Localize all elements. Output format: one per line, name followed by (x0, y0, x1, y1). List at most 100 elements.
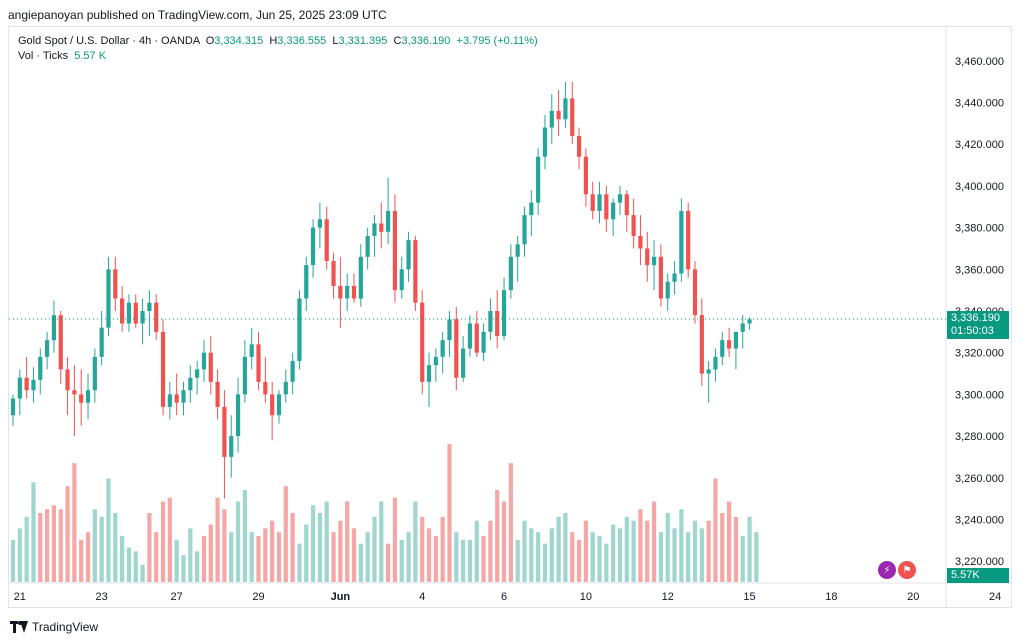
candle-body (467, 323, 473, 349)
candle-body (147, 302, 152, 311)
volume-bar (447, 444, 452, 582)
candle-body (304, 265, 309, 299)
candle-body (270, 394, 275, 416)
volume-bar (617, 528, 623, 582)
candle-body (51, 315, 57, 341)
volume-bar (522, 520, 527, 582)
volume-bar (297, 543, 302, 582)
volume-bar (106, 478, 111, 582)
publisher-line: angiepanoyan published on TradingView.co… (8, 8, 387, 22)
candle-body (181, 390, 186, 403)
volume-bar (733, 516, 739, 582)
symbol-title[interactable]: Gold Spot / U.S. Dollar · 4h · OANDA (18, 35, 200, 47)
candle-body (331, 260, 336, 286)
volume-bar (379, 501, 384, 582)
candle-body (195, 369, 200, 378)
us-flag-icon[interactable]: ⚑ (898, 561, 916, 579)
volume-bar (160, 501, 166, 582)
volume-value: 5.57 K (74, 50, 107, 62)
y-tick-label: 3,260.000 (955, 473, 1004, 485)
candle-body (188, 377, 193, 391)
candle-body (72, 390, 77, 395)
volume-bar (515, 539, 520, 582)
lightning-icon[interactable]: ⚡ (878, 561, 896, 579)
x-tick-label: 15 (743, 591, 755, 603)
volume-bar (283, 486, 288, 582)
y-tick-label: 3,360.000 (955, 264, 1004, 276)
volume-bar (310, 505, 316, 582)
candle-body (283, 381, 288, 395)
volume-bar (113, 513, 118, 582)
volume-bar (99, 516, 104, 582)
volume-bar (440, 516, 445, 582)
volume-bar (474, 520, 479, 582)
volume-bar (399, 539, 404, 582)
volume-bar (120, 536, 125, 582)
candle-body (488, 311, 493, 332)
volume-bar (692, 520, 698, 582)
volume-bar (290, 513, 295, 582)
volume-label[interactable]: Vol · Ticks (18, 50, 69, 62)
volume-bar (467, 539, 473, 582)
candle-body (720, 340, 725, 357)
candle-body (338, 285, 343, 299)
volume-bar (10, 539, 16, 582)
volume-bar (304, 524, 309, 582)
high-value: 3,336.555 (277, 35, 327, 47)
candle-body (379, 223, 384, 232)
candle-body (113, 269, 118, 299)
volume-bar (331, 532, 336, 582)
candle-body (154, 302, 159, 332)
volume-bar (208, 524, 213, 582)
candle-body (501, 290, 507, 337)
candle-body (420, 302, 425, 382)
volume-bar (324, 501, 329, 582)
volume-bar (597, 536, 602, 582)
candle-body (529, 202, 534, 216)
volume-bar (461, 539, 466, 582)
volume-bar (426, 528, 432, 582)
volume-bar (85, 532, 91, 582)
volume-bar (576, 539, 582, 582)
volume-bar (147, 513, 152, 582)
candle-body (85, 390, 91, 403)
volume-bar (679, 509, 684, 582)
candle-body (45, 340, 50, 357)
volume-bar (365, 532, 370, 582)
candle-body (617, 194, 623, 203)
footer-brand[interactable]: TradingView (10, 620, 98, 634)
volume-bar (133, 551, 138, 582)
volume-bar (556, 516, 561, 582)
volume-bar (413, 501, 418, 582)
volume-bar (611, 524, 616, 582)
candle-body (358, 256, 363, 299)
candle-body (235, 394, 241, 437)
volume-bar (488, 520, 493, 582)
volume-bar (720, 513, 725, 582)
candle-body (706, 369, 711, 374)
volume-bar (740, 536, 745, 582)
candle-body (99, 327, 104, 357)
volume-bar (140, 564, 145, 582)
candle-body (413, 240, 418, 303)
volume-bar (686, 532, 691, 582)
x-tick-label: 6 (501, 591, 507, 603)
open-label: O (205, 35, 215, 47)
volume-bar (392, 497, 398, 582)
volume-bar (590, 532, 595, 582)
volume-bar (665, 513, 670, 582)
last-price-tag: 3,336.190 01:50:03 (947, 310, 1009, 339)
candle-body (522, 215, 527, 245)
candle-body (747, 319, 752, 324)
volume-bar (174, 539, 179, 582)
volume-bar (317, 513, 322, 582)
close-value: 3,336.190 (401, 35, 451, 47)
candle-body (631, 215, 636, 236)
candle-body (106, 269, 111, 328)
candle-body (120, 298, 125, 324)
overlay-icons: ⚡ ⚑ (878, 561, 916, 579)
candle-body (365, 235, 370, 257)
y-tick-label: 3,300.000 (955, 389, 1004, 401)
x-tick-label: 27 (171, 591, 183, 603)
